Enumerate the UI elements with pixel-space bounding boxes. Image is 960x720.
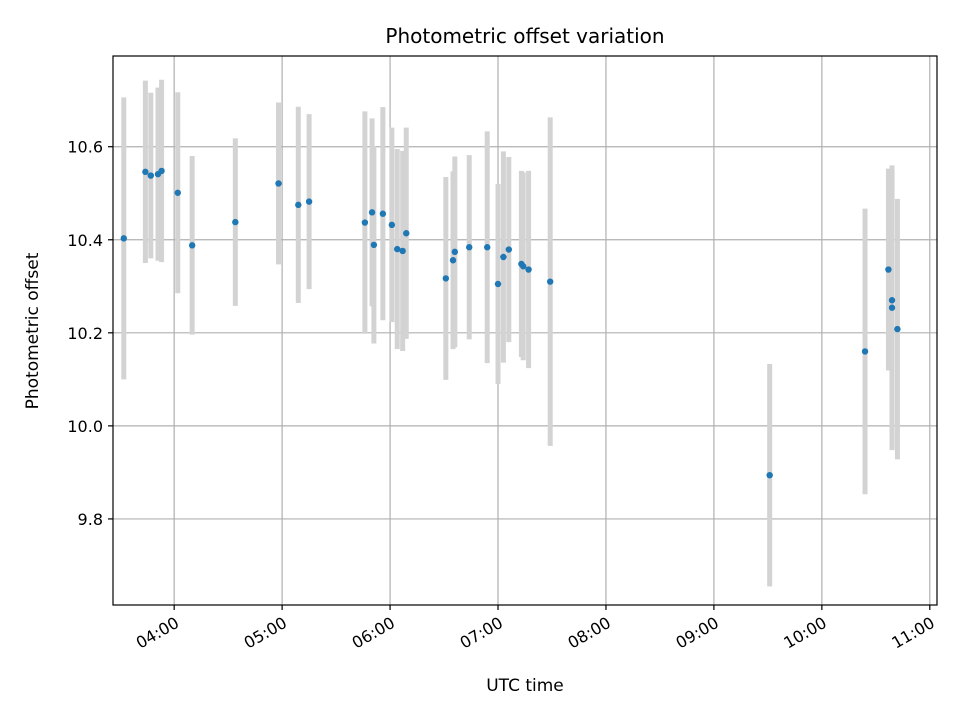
data-point bbox=[766, 471, 773, 479]
data-point bbox=[500, 253, 507, 261]
y-tick-label: 10.2 bbox=[67, 324, 103, 343]
data-point bbox=[505, 246, 513, 253]
data-point bbox=[379, 210, 387, 217]
y-tick-label: 9.8 bbox=[78, 510, 103, 529]
data-point bbox=[494, 280, 502, 288]
data-point bbox=[525, 266, 532, 273]
data-point bbox=[399, 247, 406, 255]
y-tick-label: 10.6 bbox=[67, 138, 103, 157]
data-point bbox=[442, 275, 450, 282]
y-tick-label: 10.0 bbox=[67, 417, 103, 436]
data-point bbox=[394, 245, 401, 253]
data-point bbox=[888, 304, 896, 311]
data-point bbox=[885, 266, 892, 273]
data-point bbox=[466, 244, 473, 251]
data-point bbox=[403, 230, 410, 237]
data-points bbox=[120, 167, 901, 479]
data-point bbox=[142, 168, 149, 176]
data-point bbox=[520, 263, 527, 270]
data-point bbox=[370, 241, 378, 249]
data-point bbox=[388, 221, 396, 229]
y-tick-label: 10.4 bbox=[67, 231, 103, 250]
data-point bbox=[546, 278, 554, 285]
data-point bbox=[147, 172, 154, 179]
data-point bbox=[174, 189, 181, 196]
x-axis-label: UTC time bbox=[486, 676, 564, 696]
data-point bbox=[484, 244, 491, 251]
plot-frame bbox=[112, 55, 938, 606]
data-point bbox=[861, 348, 869, 355]
y-axis-label: Photometric offset bbox=[23, 252, 43, 409]
data-point bbox=[120, 235, 127, 242]
data-point bbox=[188, 242, 196, 249]
y-axis-ticks: 9.8 10.0 10.2 10.4 10.6 bbox=[67, 138, 113, 529]
data-point bbox=[275, 180, 282, 187]
chart-title: Photometric offset variation bbox=[385, 24, 664, 48]
data-point bbox=[305, 198, 313, 205]
data-point bbox=[361, 219, 369, 226]
data-point bbox=[158, 167, 165, 175]
data-point bbox=[232, 218, 239, 226]
data-point bbox=[894, 325, 901, 333]
data-point bbox=[295, 201, 302, 209]
data-point bbox=[888, 297, 896, 304]
data-point bbox=[451, 248, 459, 256]
data-point bbox=[368, 209, 376, 216]
data-point bbox=[449, 257, 457, 264]
